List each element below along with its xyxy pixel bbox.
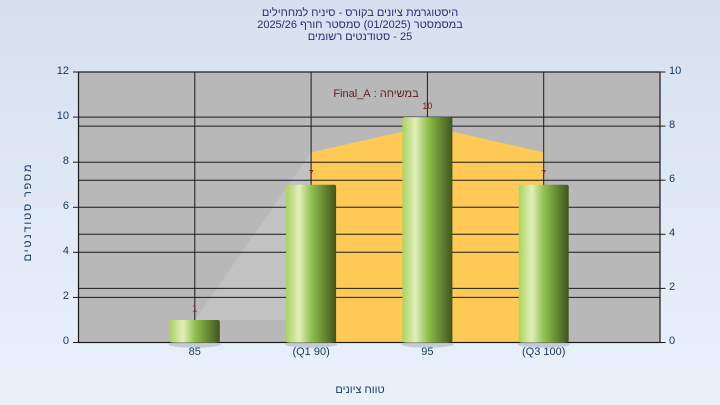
svg-text:7: 7 [309,168,314,178]
svg-text:1: 1 [192,304,197,314]
svg-text:10: 10 [422,101,432,111]
svg-text:7: 7 [541,168,546,178]
